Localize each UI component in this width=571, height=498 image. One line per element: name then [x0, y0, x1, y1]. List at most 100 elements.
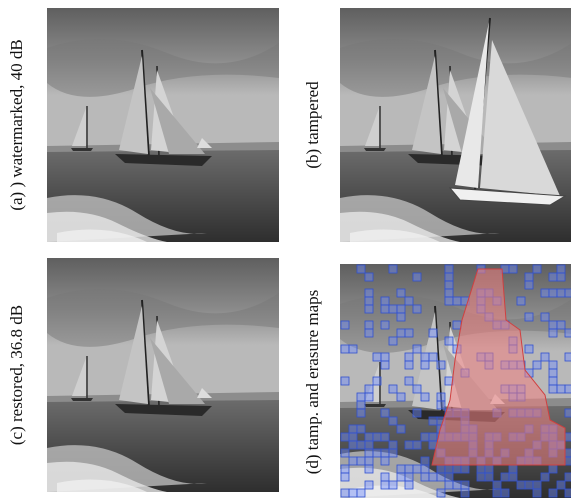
erasure-block: [565, 329, 571, 337]
erasure-block: [509, 473, 517, 481]
erasure-block: [349, 425, 357, 433]
erasure-block: [389, 265, 397, 273]
erasure-block: [493, 481, 501, 489]
erasure-block: [565, 433, 571, 441]
erasure-block: [397, 313, 405, 321]
caption: (a) ) watermarked, 40 dB: [7, 39, 26, 210]
erasure-block: [381, 321, 389, 329]
erasure-block: [381, 481, 389, 489]
erasure-block: [445, 297, 453, 305]
erasure-block: [381, 473, 389, 481]
erasure-block: [445, 273, 453, 281]
erasure-block: [549, 377, 557, 385]
erasure-block: [429, 433, 437, 441]
erasure-block: [445, 473, 453, 481]
erasure-block: [437, 393, 445, 401]
erasure-block: [341, 489, 349, 497]
erasure-block: [421, 433, 429, 441]
erasure-block: [557, 321, 565, 329]
erasure-block: [341, 473, 349, 481]
erasure-block: [541, 289, 549, 297]
erasure-block: [437, 473, 445, 481]
erasure-block: [557, 265, 565, 273]
erasure-block: [365, 385, 373, 393]
erasure-block: [453, 297, 461, 305]
erasure-block: [501, 489, 509, 497]
erasure-block: [557, 289, 565, 297]
erasure-block: [365, 329, 373, 337]
erasure-block: [365, 481, 373, 489]
erasure-block: [397, 329, 405, 337]
erasure-block: [373, 353, 381, 361]
erasure-block: [421, 473, 429, 481]
erasure-block: [365, 433, 373, 441]
erasure-block: [437, 361, 445, 369]
erasure-block: [429, 417, 437, 425]
erasure-block: [341, 449, 349, 457]
erasure-block: [389, 481, 397, 489]
image: [340, 8, 571, 242]
erasure-block: [549, 329, 557, 337]
erasure-block: [541, 313, 549, 321]
erasure-block: [341, 433, 349, 441]
erasure-block: [453, 321, 461, 329]
erasure-block: [373, 377, 381, 385]
erasure-block: [525, 273, 533, 281]
erasure-block: [565, 385, 571, 393]
erasure-block: [373, 449, 381, 457]
erasure-block: [517, 297, 525, 305]
erasure-block: [349, 441, 357, 449]
erasure-block: [381, 409, 389, 417]
erasure-block: [373, 433, 381, 441]
erasure-block: [549, 385, 557, 393]
erasure-block: [565, 449, 571, 457]
erasure-block: [381, 433, 389, 441]
erasure-block: [381, 297, 389, 305]
erasure-block: [565, 289, 571, 297]
erasure-block: [365, 297, 373, 305]
erasure-block: [557, 273, 565, 281]
erasure-block: [421, 361, 429, 369]
erasure-block: [365, 289, 373, 297]
erasure-block: [365, 305, 373, 313]
erasure-block: [389, 337, 397, 345]
erasure-block: [357, 265, 365, 273]
erasure-block: [389, 385, 397, 393]
erasure-block: [421, 353, 429, 361]
erasure-block: [437, 401, 445, 409]
erasure-block: [413, 409, 421, 417]
erasure-block: [509, 265, 517, 273]
erasure-block: [349, 457, 357, 465]
erasure-block: [341, 345, 349, 353]
erasure-block: [565, 489, 571, 497]
erasure-block: [405, 353, 413, 361]
erasure-block: [525, 345, 533, 353]
erasure-block: [509, 465, 517, 473]
erasure-block: [557, 481, 565, 489]
erasure-block: [405, 481, 413, 489]
erasure-block: [549, 465, 557, 473]
erasure-block: [397, 425, 405, 433]
erasure-block: [549, 489, 557, 497]
erasure-block: [357, 401, 365, 409]
erasure-block: [397, 305, 405, 313]
erasure-block: [533, 489, 541, 497]
erasure-block: [413, 385, 421, 393]
erasure-block: [349, 345, 357, 353]
erasure-block: [405, 297, 413, 305]
erasure-block: [565, 409, 571, 417]
erasure-block: [549, 361, 557, 369]
erasure-block: [429, 329, 437, 337]
erasure-block: [357, 425, 365, 433]
erasure-block: [549, 369, 557, 377]
erasure-block: [365, 457, 373, 465]
caption: (d) tamp. and erasure maps: [303, 290, 322, 475]
erasure-block: [437, 465, 445, 473]
erasure-block: [381, 457, 389, 465]
erasure-block: [429, 353, 437, 361]
erasure-block: [445, 465, 453, 473]
erasure-block: [365, 321, 373, 329]
erasure-block: [413, 441, 421, 449]
erasure-block: [565, 457, 571, 465]
erasure-block: [421, 393, 429, 401]
